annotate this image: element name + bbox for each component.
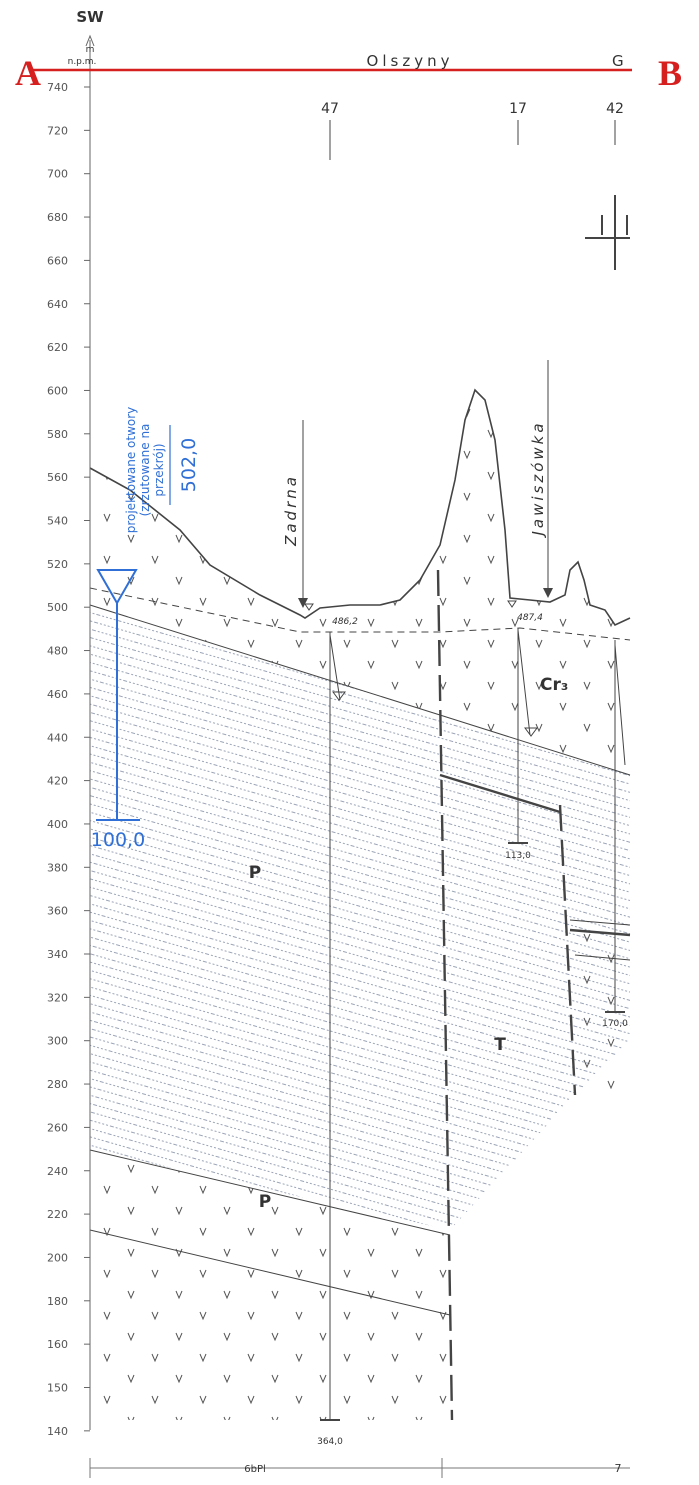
y-tick-label: 300 [47, 1035, 68, 1048]
y-tick-label: 420 [47, 775, 68, 788]
borehole-depth: 364,0 [317, 1437, 343, 1447]
legend-elevation: 502,0 [178, 438, 200, 492]
y-tick-label: 620 [47, 341, 68, 354]
water-level: 487,4 [517, 613, 543, 623]
unit-label: P [259, 1192, 271, 1212]
scale-label: 6bPl [244, 1464, 266, 1475]
water-level: 486,2 [332, 617, 358, 627]
y-tick-label: 340 [47, 948, 68, 961]
y-tick-label: 180 [47, 1295, 68, 1308]
borehole-label: 42 [606, 101, 624, 117]
y-tick-label: 600 [47, 384, 68, 397]
legend-text: (zrzutowane na [138, 424, 152, 517]
place: G [612, 52, 624, 70]
y-tick-label: 260 [47, 1121, 68, 1134]
y-tick-label: 660 [47, 254, 68, 267]
y-tick-label: 240 [47, 1165, 68, 1178]
y-tick-label: 680 [47, 211, 68, 224]
y-tick-label: 700 [47, 168, 68, 181]
scale-label: 7 [615, 1462, 622, 1475]
y-tick-label: 140 [47, 1425, 68, 1438]
borehole-depth: 113,0 [505, 851, 531, 861]
unit-label: P [249, 863, 261, 883]
y-tick-label: 220 [47, 1208, 68, 1221]
borehole-label: 17 [509, 101, 527, 117]
borehole-depth: 170,0 [602, 1019, 628, 1029]
y-tick-label: 150 [47, 1382, 68, 1395]
y-tick-label: 200 [47, 1251, 68, 1264]
y-tick-label: 360 [47, 905, 68, 918]
y-tick-label: 160 [47, 1338, 68, 1351]
y-tick-label: 720 [47, 124, 68, 137]
y-tick-label: 440 [47, 731, 68, 744]
y-tick-label: 480 [47, 645, 68, 658]
section-end: A [15, 53, 41, 93]
y-tick-label: 740 [47, 81, 68, 94]
legend-text: przekrój) [152, 443, 166, 496]
y-tick-label: 400 [47, 818, 68, 831]
river: Zadrna [282, 474, 300, 547]
y-tick-label: 280 [47, 1078, 68, 1091]
unit-label: Cr₃ [540, 675, 568, 695]
y-tick-label: 460 [47, 688, 68, 701]
y-tick-label: 640 [47, 298, 68, 311]
place: Olszyny [367, 52, 454, 70]
y-tick-label: 320 [47, 991, 68, 1004]
y-tick-label: 540 [47, 515, 68, 528]
direction: SW [76, 8, 104, 26]
borehole-label: 47 [321, 101, 339, 117]
y-tick-label: 560 [47, 471, 68, 484]
geology [30, 36, 632, 1478]
unit: n.p.m. [68, 57, 97, 67]
y-tick-label: 520 [47, 558, 68, 571]
y-tick-label: 380 [47, 861, 68, 874]
legend-depth: 100,0 [91, 829, 145, 851]
cross-section: SW m n.p.m. A B Olszyny G 47 17 42 486,2… [0, 0, 699, 1485]
legend-text: projektowane otwory [124, 407, 138, 534]
unit: m [86, 45, 95, 55]
unit-label: T [494, 1035, 506, 1055]
y-tick-label: 500 [47, 601, 68, 614]
river: Jawiszówka [529, 420, 547, 538]
y-tick-label: 580 [47, 428, 68, 441]
section-end: B [658, 53, 682, 93]
